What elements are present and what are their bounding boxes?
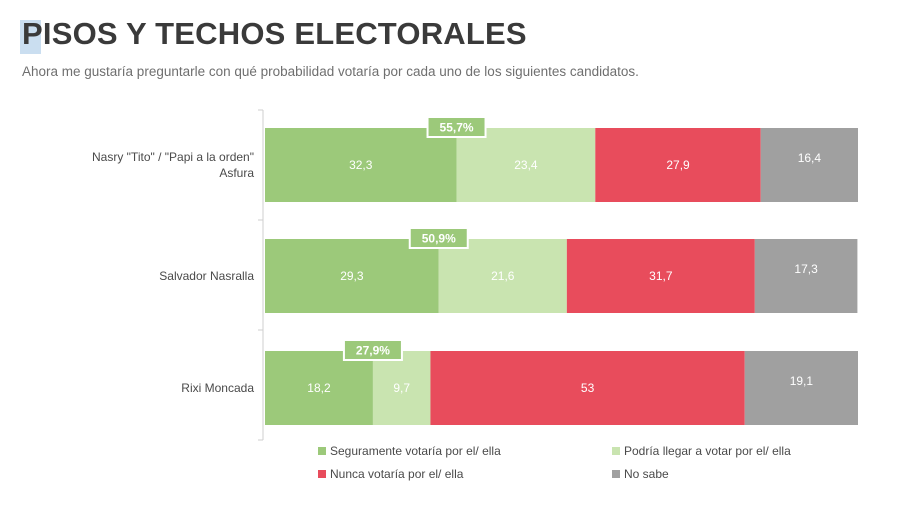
data-label: 9,7	[393, 381, 410, 395]
title-highlight	[20, 20, 41, 54]
bar-segment	[760, 128, 858, 202]
category-label: Nasry "Tito" / "Papi a la orden" Asfura	[92, 150, 254, 180]
data-label: 19,1	[790, 374, 814, 388]
ceiling-total-box	[426, 116, 487, 138]
bar-segment	[430, 351, 745, 425]
bar-segment	[566, 239, 755, 313]
data-label: 32,3	[349, 158, 373, 172]
legend-label: Podría llegar a votar por el/ ella	[624, 444, 791, 458]
ceiling-total-box	[408, 227, 469, 249]
ceiling-total-box	[342, 339, 403, 361]
data-label: 23,4	[514, 158, 538, 172]
legend-label: No sabe	[624, 467, 669, 481]
ceiling-total-label: 55,7%	[440, 121, 474, 135]
page-subtitle: Ahora me gustaría preguntarle con qué pr…	[22, 64, 639, 79]
bar-segment	[456, 128, 596, 202]
bar-segment	[595, 128, 761, 202]
category-label: Salvador Nasralla	[159, 269, 254, 283]
data-label: 18,2	[307, 381, 331, 395]
legend-label: Nunca votaría por el/ ella	[330, 467, 464, 481]
page-title: PISOS Y TECHOS ELECTORALES	[22, 16, 527, 51]
bar-segment	[754, 239, 858, 313]
bar-segment	[265, 128, 457, 202]
bar-segment	[265, 351, 373, 425]
data-label: 29,3	[340, 269, 364, 283]
legend-swatch	[318, 470, 326, 478]
legend-swatch	[612, 447, 620, 455]
data-label: 21,6	[491, 269, 515, 283]
data-label: 53	[581, 381, 595, 395]
ceiling-total-label: 27,9%	[356, 344, 390, 358]
data-label: 27,9	[666, 158, 690, 172]
legend-label: Seguramente votaría por el/ ella	[330, 444, 501, 458]
bar-segment	[744, 351, 858, 425]
data-label: 31,7	[649, 269, 673, 283]
ceiling-total-label: 50,9%	[422, 232, 456, 246]
bar-segment	[438, 239, 567, 313]
bar-segment	[372, 351, 431, 425]
data-label: 16,4	[798, 151, 822, 165]
legend-swatch	[318, 447, 326, 455]
legend-swatch	[612, 470, 620, 478]
category-label: Rixi Moncada	[181, 381, 254, 395]
bar-segment	[265, 239, 439, 313]
data-label: 17,3	[794, 262, 818, 276]
